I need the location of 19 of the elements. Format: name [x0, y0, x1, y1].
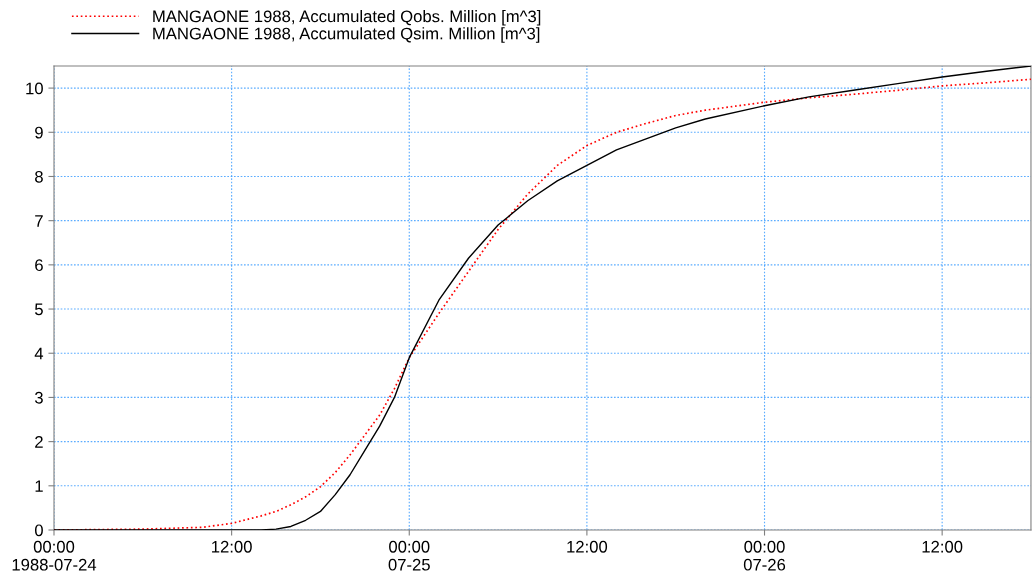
legend-label: MANGAONE 1988, Accumulated Qsim. Million [m^3]: [153, 27, 540, 43]
y-tick-label: 5: [34, 303, 43, 316]
y-tick-label: 3: [34, 391, 43, 404]
legend-label: MANGAONE 1988, Accumulated Qobs. Million [m^3]: [153, 10, 541, 26]
x-tick-label: 12:00: [922, 540, 963, 553]
y-tick-label: 9: [35, 126, 43, 139]
x-tick-label: 00:00 07-26: [743, 540, 786, 571]
x-tick-label: 00:00 1988-07-24: [12, 540, 97, 571]
x-tick-label: 12:00: [212, 540, 252, 553]
y-tick-label: 0: [34, 524, 43, 537]
y-tick-label: 4: [34, 347, 44, 360]
y-tick-label: 1: [35, 480, 43, 492]
x-tick-label: 00:00 07-25: [388, 540, 430, 571]
y-tick-label: 6: [35, 259, 43, 272]
y-tick-label: 7: [35, 215, 43, 227]
y-tick-label: 8: [35, 170, 43, 183]
y-tick-label: 2: [35, 436, 43, 448]
x-tick-label: 12:00: [567, 540, 608, 553]
y-tick-label: 10: [26, 82, 43, 95]
